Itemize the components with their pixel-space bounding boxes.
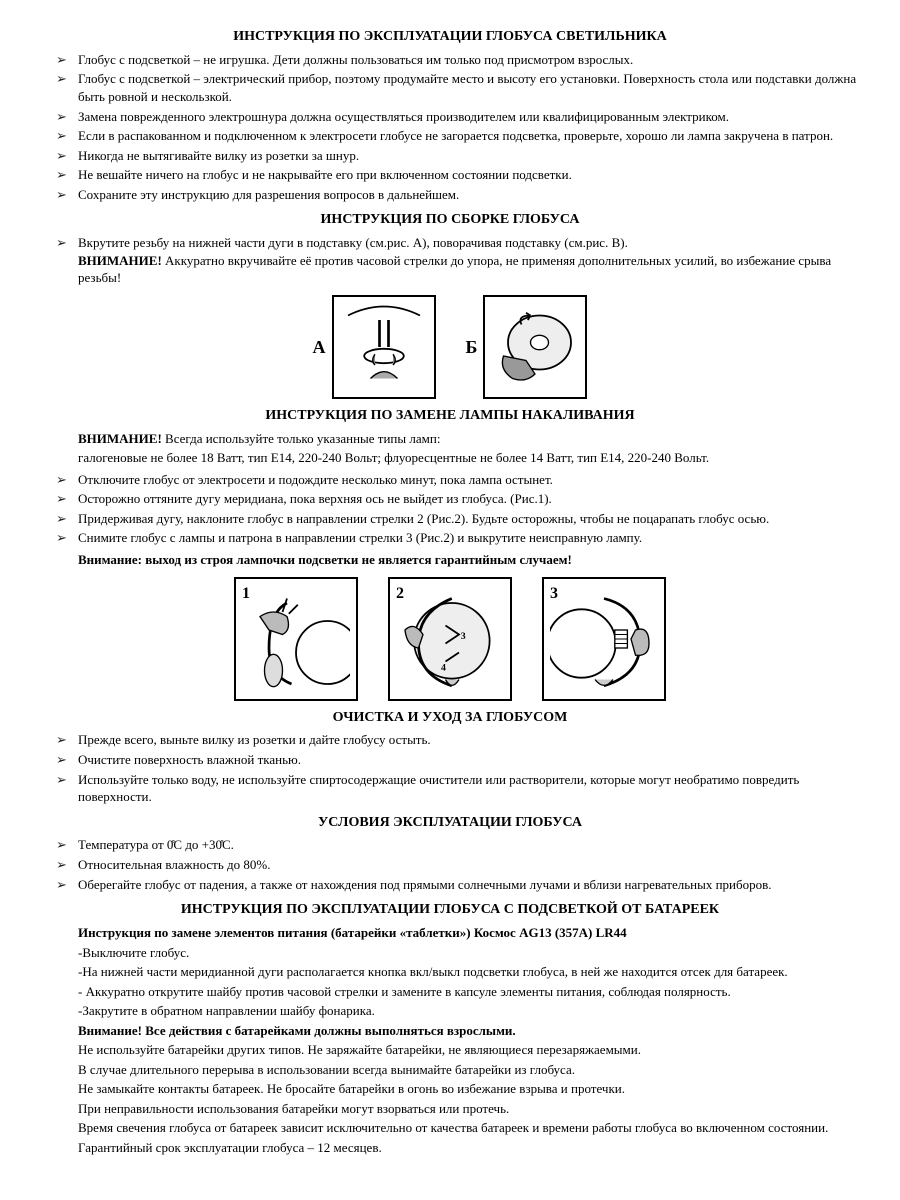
list-item: Очистите поверхность влажной тканью. (56, 751, 860, 769)
list-item: Снимите глобус с лампы и патрона в напра… (56, 529, 860, 547)
svg-text:3: 3 (461, 631, 466, 642)
figure-a: А (313, 295, 436, 399)
figure-2: 2 3 4 (388, 577, 512, 701)
lamp-step-3-icon (550, 585, 658, 693)
battery-warning: Внимание! Все действия с батарейками дол… (40, 1022, 860, 1040)
lamp-list: Отключите глобус от электросети и подожд… (40, 471, 860, 547)
heading-assembly: ИНСТРУКЦИЯ ПО СБОРКЕ ГЛОБУСА (40, 211, 860, 230)
lamp-step-2-icon: 3 4 (396, 585, 504, 693)
battery-line: В случае длительного перерыва в использо… (40, 1061, 860, 1079)
heading-cleaning: ОЧИСТКА И УХОД ЗА ГЛОБУСОМ (40, 709, 860, 728)
figure-b: Б (466, 295, 588, 399)
figure-num-3: 3 (550, 583, 558, 605)
list-item: Если в распакованном и подключенном к эл… (56, 127, 860, 145)
usage-list: Глобус с подсветкой – не игрушка. Дети д… (40, 51, 860, 203)
list-item: Отключите глобус от электросети и подожд… (56, 471, 860, 489)
battery-line: -Закрутите в обратном направлении шайбу … (40, 1002, 860, 1020)
list-item: Прежде всего, выньте вилку из розетки и … (56, 731, 860, 749)
heading-battery: ИНСТРУКЦИЯ ПО ЭКСПЛУАТАЦИИ ГЛОБУСА С ПОД… (40, 901, 860, 920)
warning-label: ВНИМАНИЕ! (78, 431, 162, 446)
list-item: Не вешайте ничего на глобус и не накрыва… (56, 166, 860, 184)
figure-row-123: 1 2 3 4 3 (40, 577, 860, 701)
conditions-list: Температура от 0̊С до +30̊С. Относительн… (40, 836, 860, 893)
list-item: Глобус с подсветкой – электрический приб… (56, 70, 860, 105)
battery-line: Время свечения глобуса от батареек завис… (40, 1119, 860, 1137)
battery-line: Не используйте батарейки других типов. Н… (40, 1041, 860, 1059)
svg-text:4: 4 (441, 662, 446, 673)
warning-text: Аккуратно вкручивайте её против часовой … (78, 253, 831, 286)
list-item: Используйте только воду, не используйте … (56, 771, 860, 806)
battery-line: Не замыкайте контакты батареек. Не броса… (40, 1080, 860, 1098)
lamp-step-1-icon (242, 585, 350, 693)
assembly-step: Вкрутите резьбу на нижней части дуги в п… (78, 235, 628, 250)
figure-label-b: Б (466, 335, 478, 359)
lamp-bold-note: Внимание: выход из строя лампочки подсве… (40, 551, 860, 569)
list-item: Вкрутите резьбу на нижней части дуги в п… (56, 234, 860, 287)
list-item: Температура от 0̊С до +30̊С. (56, 836, 860, 854)
list-item: Относительная влажность до 80%. (56, 856, 860, 874)
figure-frame-b (483, 295, 587, 399)
list-item: Никогда не вытягивайте вилку из розетки … (56, 147, 860, 165)
lamp-types: галогеновые не более 18 Ватт, тип Е14, 2… (40, 449, 860, 467)
assembly-list: Вкрутите резьбу на нижней части дуги в п… (40, 234, 860, 287)
figure-num-2: 2 (396, 583, 404, 605)
list-item: Глобус с подсветкой – не игрушка. Дети д… (56, 51, 860, 69)
heading-conditions: УСЛОВИЯ ЭКСПЛУАТАЦИИ ГЛОБУСА (40, 814, 860, 833)
figure-3: 3 (542, 577, 666, 701)
list-item: Замена поврежденного электрошнура должна… (56, 108, 860, 126)
figure-label-a: А (313, 335, 326, 359)
figure-1: 1 (234, 577, 358, 701)
battery-subheading: Инструкция по замене элементов питания (… (40, 924, 860, 942)
assembly-icon-a (339, 302, 429, 392)
battery-line: -Выключите глобус. (40, 944, 860, 962)
warning-label: ВНИМАНИЕ! (78, 253, 162, 268)
list-item: Сохраните эту инструкцию для разрешения … (56, 186, 860, 204)
heading-usage: ИНСТРУКЦИЯ ПО ЭКСПЛУАТАЦИИ ГЛОБУСА СВЕТИ… (40, 28, 860, 47)
battery-line: При неправильности использования батарей… (40, 1100, 860, 1118)
lamp-warning: ВНИМАНИЕ! Всегда используйте только указ… (40, 430, 860, 448)
figure-num-1: 1 (242, 583, 250, 605)
cleaning-list: Прежде всего, выньте вилку из розетки и … (40, 731, 860, 805)
battery-line: -На нижней части меридианной дуги распол… (40, 963, 860, 981)
figure-row-ab: А Б (40, 295, 860, 399)
assembly-icon-b (490, 302, 580, 392)
list-item: Оберегайте глобус от падения, а также от… (56, 876, 860, 894)
battery-line: - Аккуратно открутите шайбу против часов… (40, 983, 860, 1001)
list-item: Осторожно оттяните дугу меридиана, пока … (56, 490, 860, 508)
battery-line: Гарантийный срок эксплуатации глобуса – … (40, 1139, 860, 1157)
heading-lamp: ИНСТРУКЦИЯ ПО ЗАМЕНЕ ЛАМПЫ НАКАЛИВАНИЯ (40, 407, 860, 426)
warning-text: Всегда используйте только указанные типы… (162, 431, 441, 446)
list-item: Придерживая дугу, наклоните глобус в нап… (56, 510, 860, 528)
figure-frame-a (332, 295, 436, 399)
